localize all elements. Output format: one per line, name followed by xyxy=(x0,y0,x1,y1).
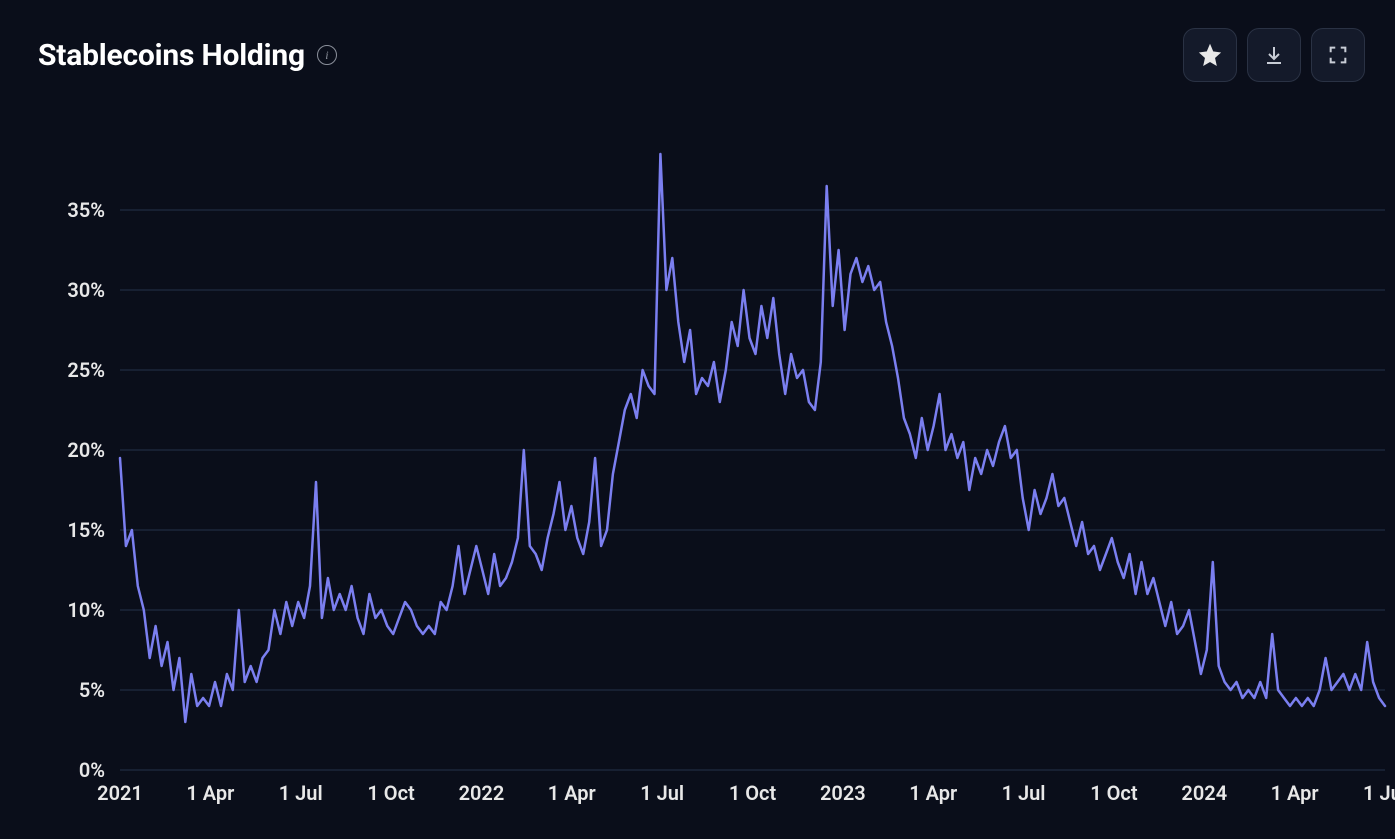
download-button[interactable] xyxy=(1247,28,1301,82)
x-tick-label: 1 Apr xyxy=(186,781,234,805)
x-tick-label: 2021 xyxy=(97,781,143,805)
favorite-button[interactable] xyxy=(1183,28,1237,82)
star-icon xyxy=(1198,43,1222,67)
title-group: Stablecoins Holding i xyxy=(38,38,337,73)
info-icon[interactable]: i xyxy=(317,45,337,65)
fullscreen-button[interactable] xyxy=(1311,28,1365,82)
chart-area: 0% 5% 10% 15% 20% 25% 30% 35% 2021 1 Apr 1 Jul 1 Oc… xyxy=(0,100,1395,839)
y-tick-label: 30% xyxy=(67,278,105,302)
x-tick-label: 2024 xyxy=(1181,781,1227,805)
y-tick-label: 20% xyxy=(67,438,105,462)
fullscreen-icon xyxy=(1327,44,1349,66)
x-tick-label: 1 Jul xyxy=(279,781,323,805)
x-tick-label: 1 Oct xyxy=(367,781,415,805)
chart-title: Stablecoins Holding xyxy=(38,38,305,73)
x-tick-label: 1 Oct xyxy=(1090,781,1138,805)
x-tick-label: 1 Jul xyxy=(1002,781,1046,805)
chart-toolbar xyxy=(1183,28,1365,82)
y-tick-label: 10% xyxy=(67,598,105,622)
y-tick-label: 35% xyxy=(67,198,105,222)
x-tick-label: 2022 xyxy=(459,781,505,805)
x-tick-label: 1 Apr xyxy=(1271,781,1319,805)
x-tick-label: 1 Apr xyxy=(909,781,957,805)
y-tick-label: 5% xyxy=(79,678,105,702)
y-tick-label: 15% xyxy=(67,518,105,542)
x-tick-label: 2023 xyxy=(820,781,866,805)
x-tick-label: 1 Jul xyxy=(1363,781,1395,805)
y-tick-label: 0% xyxy=(79,758,105,782)
x-tick-label: 1 Jul xyxy=(640,781,684,805)
x-tick-label: 1 Oct xyxy=(729,781,777,805)
x-tick-label: 1 Apr xyxy=(548,781,596,805)
series-line xyxy=(120,154,1385,722)
chart-header: Stablecoins Holding i xyxy=(0,0,1395,82)
y-tick-label: 25% xyxy=(67,358,105,382)
download-icon xyxy=(1262,43,1286,67)
chart-svg[interactable]: 0% 5% 10% 15% 20% 25% 30% 35% 2021 1 Apr 1 Jul 1 Oc… xyxy=(0,100,1395,839)
